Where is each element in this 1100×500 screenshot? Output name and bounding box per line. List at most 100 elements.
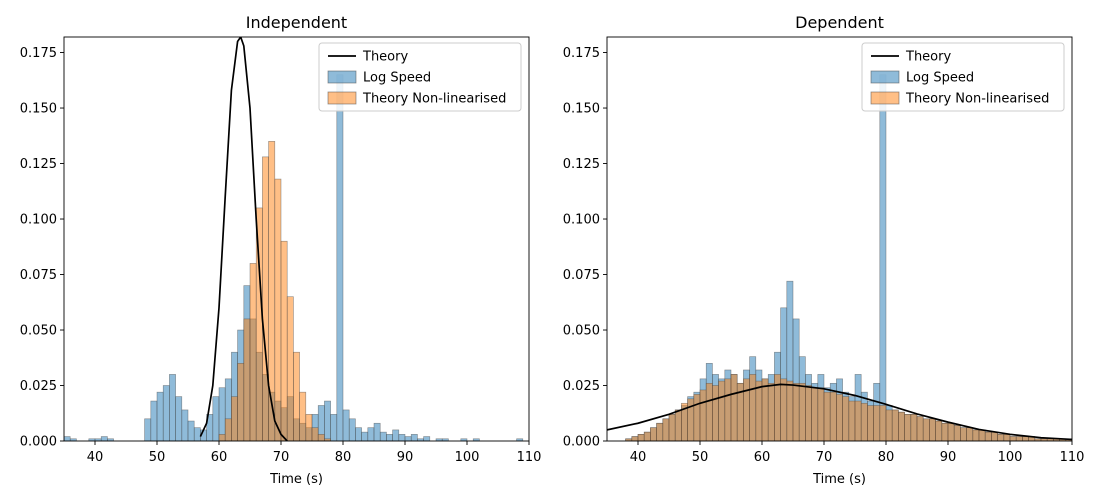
x-tick-label: 40 [630,450,647,465]
y-tick-label: 0.100 [20,213,57,228]
legend-patch-swatch [870,70,900,84]
histogram-bar [193,427,201,441]
histogram-bar [848,400,856,441]
histogram-bar [693,394,701,441]
histogram-bar [404,436,412,441]
histogram-bar [243,318,251,441]
y-tick-label: 0.150 [20,102,57,117]
histogram-bar [355,427,362,441]
histogram-bar [1003,434,1011,441]
histogram-bar [668,414,676,441]
histogram-bar [274,178,282,441]
y-tick-label: 0.175 [20,46,57,61]
histogram-bar [280,240,288,441]
histogram-bar [144,418,152,441]
histogram-bar [767,382,775,441]
histogram-bar [823,391,831,441]
histogram-bar [1022,436,1029,441]
histogram-bar [978,429,986,441]
histogram-bar [836,394,843,441]
histogram-bar [730,374,738,441]
histogram-bar [311,427,319,441]
histogram-bar [317,434,325,441]
histogram-bar [972,429,980,441]
axes-frame [63,36,530,442]
axes-frame [606,36,1073,442]
y-tick-label: 0.000 [563,435,600,450]
histogram-bar [718,380,726,441]
histogram-bar [1009,436,1017,441]
chart-title: Dependent [795,13,884,32]
y-tick-label: 0.125 [563,157,600,172]
histogram-bar [854,400,862,441]
histogram-bar [929,418,936,441]
histogram-bar [860,402,868,441]
legend-label: Theory Non-linearised [905,92,1049,107]
series-theory-non-linearised [218,141,331,441]
y-tick-label: 0.025 [563,379,600,394]
histogram-bar [262,156,269,441]
histogram-bar [904,414,912,441]
histogram-bar [662,418,670,441]
y-tick-label: 0.050 [563,324,600,339]
x-tick-label: 110 [517,450,542,465]
x-tick-label: 60 [211,450,228,465]
histogram-bar [755,380,763,441]
histogram-bar [156,391,164,441]
legend-box [318,42,522,112]
histogram-bar [705,382,713,441]
histogram-bar [922,418,930,441]
histogram-bar [336,74,344,441]
histogram-bar [960,427,967,441]
legend-box [861,42,1065,112]
histogram-bar [392,429,400,441]
x-tick-label: 90 [940,450,957,465]
histogram-bar [373,422,381,441]
histogram-bar [805,385,812,441]
histogram-bar [268,141,276,441]
theory-line [199,37,288,441]
histogram-bar [885,409,893,441]
y-tick-label: 0.075 [563,268,600,283]
series-theory-non-linearised [625,374,1072,441]
x-tick-label: 110 [1060,450,1085,465]
histogram-bar [910,414,918,441]
y-tick-label: 0.150 [563,102,600,117]
histogram-bar [348,418,356,441]
chart-panel-1: 40 50 60 70 80 90 100 110 0.000 0.025 0.050 0.075 0.… [20,13,542,487]
histogram-bar [379,431,387,441]
chart-panel-2: 40 50 60 70 80 90 100 110 0.000 0.025 0.050 0.075 0.… [563,13,1085,487]
y-tick-label: 0.100 [563,213,600,228]
histogram-bar [798,382,806,441]
legend: Theory Log Speed Theory Non-linearised [861,42,1065,112]
histogram-bar [637,434,645,441]
histogram-bar [361,431,369,441]
histogram-bar [656,422,664,441]
x-tick-label: 80 [878,450,895,465]
y-tick-label: 0.075 [20,268,57,283]
histogram-bar [916,416,924,441]
histogram-bar [330,414,338,441]
x-tick-label: 60 [754,450,771,465]
legend-label: Log Speed [906,71,974,86]
y-tick-label: 0.025 [20,379,57,394]
y-tick-label: 0.175 [563,46,600,61]
series-log-speed [625,74,1072,441]
histogram-bar [643,431,651,441]
histogram-bar [237,363,245,441]
histogram-bar [966,427,974,441]
x-tick-label: 40 [87,450,104,465]
histogram-bar [631,436,639,441]
histogram-bar [898,411,905,441]
histogram-bar [181,409,189,441]
histogram-bar [829,391,837,441]
histogram-bar [367,427,375,441]
histogram-bar [699,389,707,441]
x-axis-label: Time (s) [812,472,866,487]
chart-title: Independent [246,13,347,32]
x-tick-label: 100 [998,450,1023,465]
histogram-bar [984,431,992,441]
x-axis-label: Time (s) [269,472,323,487]
histogram-bar [224,418,232,441]
histogram-bar [410,434,418,441]
